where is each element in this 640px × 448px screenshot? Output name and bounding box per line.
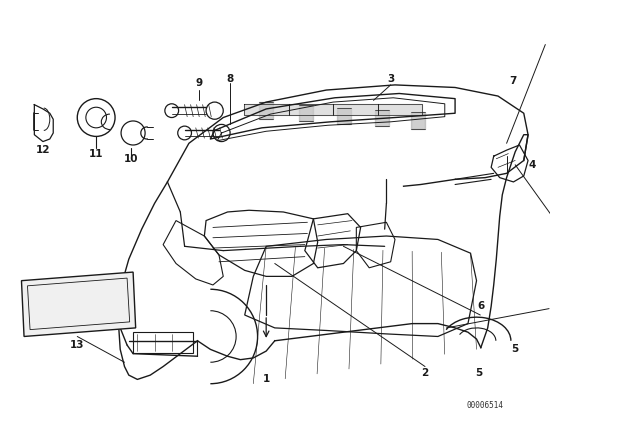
Text: 11: 11 xyxy=(89,149,104,159)
Polygon shape xyxy=(376,110,389,126)
Text: 13: 13 xyxy=(70,340,84,350)
Polygon shape xyxy=(411,112,425,129)
Polygon shape xyxy=(289,104,333,115)
Polygon shape xyxy=(337,108,351,124)
Polygon shape xyxy=(22,272,136,336)
Polygon shape xyxy=(259,103,273,119)
Text: 10: 10 xyxy=(124,154,139,164)
Text: 5: 5 xyxy=(476,368,483,379)
Text: 1: 1 xyxy=(262,375,270,384)
Text: 00006514: 00006514 xyxy=(467,401,504,409)
Text: 6: 6 xyxy=(477,302,484,311)
Text: 4: 4 xyxy=(529,160,536,170)
Text: 8: 8 xyxy=(227,74,234,84)
Bar xyxy=(133,332,193,353)
Text: 5: 5 xyxy=(511,345,519,354)
Text: 2: 2 xyxy=(421,368,429,379)
Text: 12: 12 xyxy=(36,145,50,155)
Polygon shape xyxy=(333,104,378,115)
Text: 3: 3 xyxy=(387,74,394,84)
Text: 7: 7 xyxy=(509,76,516,86)
Text: 9: 9 xyxy=(196,78,203,88)
Polygon shape xyxy=(300,105,313,121)
Polygon shape xyxy=(244,104,289,115)
Polygon shape xyxy=(378,104,422,115)
